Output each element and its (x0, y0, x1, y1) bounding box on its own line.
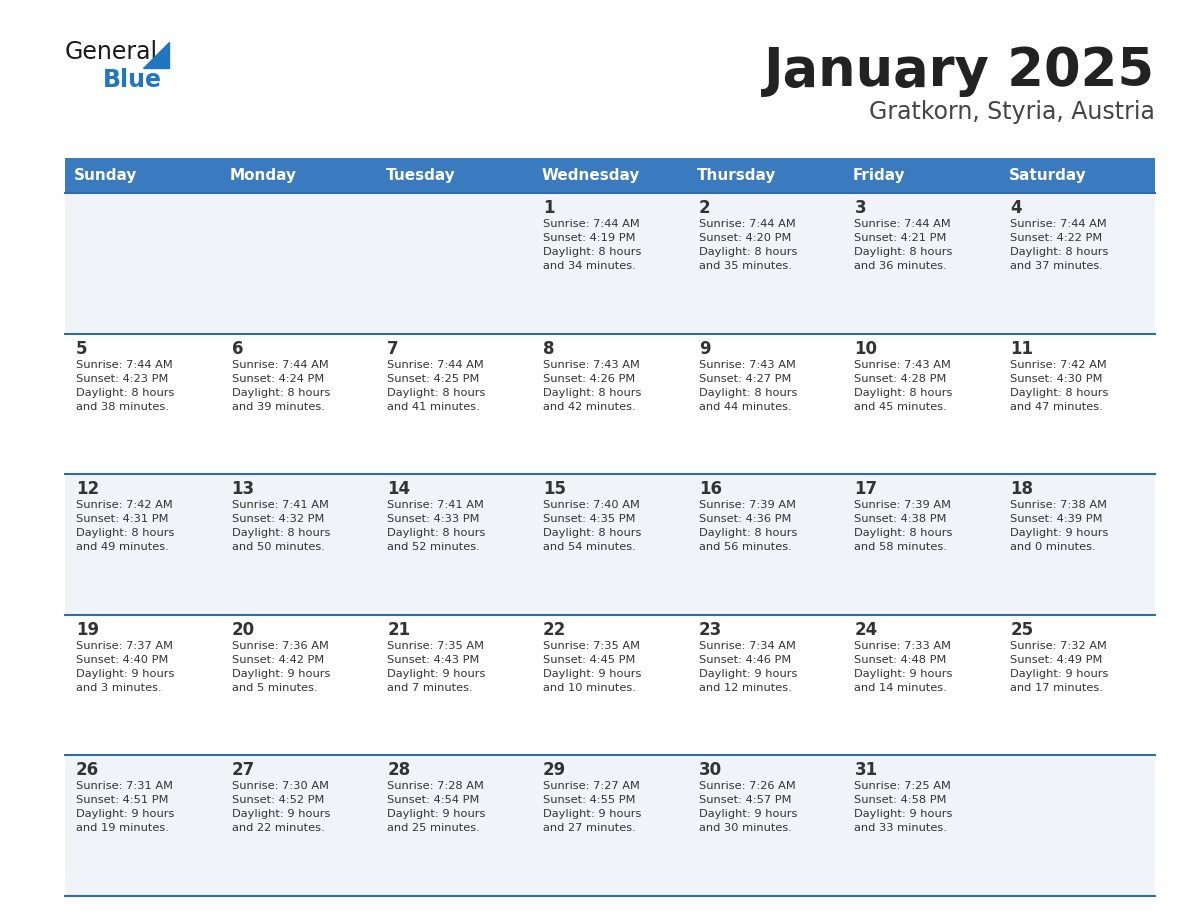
Text: 15: 15 (543, 480, 565, 498)
Text: 4: 4 (1010, 199, 1022, 217)
Text: 10: 10 (854, 340, 878, 358)
FancyBboxPatch shape (688, 158, 843, 193)
Text: Sunrise: 7:42 AM
Sunset: 4:30 PM
Daylight: 8 hours
and 47 minutes.: Sunrise: 7:42 AM Sunset: 4:30 PM Dayligh… (1010, 360, 1108, 411)
Text: Sunrise: 7:35 AM
Sunset: 4:45 PM
Daylight: 9 hours
and 10 minutes.: Sunrise: 7:35 AM Sunset: 4:45 PM Dayligh… (543, 641, 642, 693)
Text: 25: 25 (1010, 621, 1034, 639)
Text: 21: 21 (387, 621, 410, 639)
Text: Sunrise: 7:41 AM
Sunset: 4:32 PM
Daylight: 8 hours
and 50 minutes.: Sunrise: 7:41 AM Sunset: 4:32 PM Dayligh… (232, 500, 330, 553)
Text: Sunrise: 7:44 AM
Sunset: 4:25 PM
Daylight: 8 hours
and 41 minutes.: Sunrise: 7:44 AM Sunset: 4:25 PM Dayligh… (387, 360, 486, 411)
Text: Sunrise: 7:39 AM
Sunset: 4:38 PM
Daylight: 8 hours
and 58 minutes.: Sunrise: 7:39 AM Sunset: 4:38 PM Dayligh… (854, 500, 953, 553)
Text: 31: 31 (854, 761, 878, 779)
Text: 28: 28 (387, 761, 410, 779)
Text: Sunrise: 7:37 AM
Sunset: 4:40 PM
Daylight: 9 hours
and 3 minutes.: Sunrise: 7:37 AM Sunset: 4:40 PM Dayligh… (76, 641, 175, 693)
Text: Friday: Friday (853, 168, 905, 183)
Text: 20: 20 (232, 621, 254, 639)
Text: 17: 17 (854, 480, 878, 498)
FancyBboxPatch shape (65, 193, 1155, 333)
Text: 22: 22 (543, 621, 567, 639)
Text: Sunrise: 7:44 AM
Sunset: 4:24 PM
Daylight: 8 hours
and 39 minutes.: Sunrise: 7:44 AM Sunset: 4:24 PM Dayligh… (232, 360, 330, 411)
Text: Sunrise: 7:36 AM
Sunset: 4:42 PM
Daylight: 9 hours
and 5 minutes.: Sunrise: 7:36 AM Sunset: 4:42 PM Dayligh… (232, 641, 330, 693)
Text: 3: 3 (854, 199, 866, 217)
Text: Gratkorn, Styria, Austria: Gratkorn, Styria, Austria (870, 100, 1155, 124)
Text: Sunrise: 7:44 AM
Sunset: 4:23 PM
Daylight: 8 hours
and 38 minutes.: Sunrise: 7:44 AM Sunset: 4:23 PM Dayligh… (76, 360, 175, 411)
Text: 16: 16 (699, 480, 722, 498)
Text: Thursday: Thursday (697, 168, 777, 183)
Text: 30: 30 (699, 761, 722, 779)
Text: 13: 13 (232, 480, 254, 498)
Text: Saturday: Saturday (1009, 168, 1086, 183)
Text: 7: 7 (387, 340, 399, 358)
Text: 27: 27 (232, 761, 255, 779)
Text: Sunrise: 7:40 AM
Sunset: 4:35 PM
Daylight: 8 hours
and 54 minutes.: Sunrise: 7:40 AM Sunset: 4:35 PM Dayligh… (543, 500, 642, 553)
Text: Sunrise: 7:42 AM
Sunset: 4:31 PM
Daylight: 8 hours
and 49 minutes.: Sunrise: 7:42 AM Sunset: 4:31 PM Dayligh… (76, 500, 175, 553)
Text: Sunrise: 7:25 AM
Sunset: 4:58 PM
Daylight: 9 hours
and 33 minutes.: Sunrise: 7:25 AM Sunset: 4:58 PM Dayligh… (854, 781, 953, 834)
Text: Sunrise: 7:34 AM
Sunset: 4:46 PM
Daylight: 9 hours
and 12 minutes.: Sunrise: 7:34 AM Sunset: 4:46 PM Dayligh… (699, 641, 797, 693)
Text: 26: 26 (76, 761, 99, 779)
Text: Sunrise: 7:27 AM
Sunset: 4:55 PM
Daylight: 9 hours
and 27 minutes.: Sunrise: 7:27 AM Sunset: 4:55 PM Dayligh… (543, 781, 642, 834)
Text: Sunrise: 7:44 AM
Sunset: 4:19 PM
Daylight: 8 hours
and 34 minutes.: Sunrise: 7:44 AM Sunset: 4:19 PM Dayligh… (543, 219, 642, 271)
Text: Sunday: Sunday (75, 168, 138, 183)
Text: Sunrise: 7:30 AM
Sunset: 4:52 PM
Daylight: 9 hours
and 22 minutes.: Sunrise: 7:30 AM Sunset: 4:52 PM Dayligh… (232, 781, 330, 834)
Text: Sunrise: 7:33 AM
Sunset: 4:48 PM
Daylight: 9 hours
and 14 minutes.: Sunrise: 7:33 AM Sunset: 4:48 PM Dayligh… (854, 641, 953, 693)
Text: Sunrise: 7:44 AM
Sunset: 4:21 PM
Daylight: 8 hours
and 36 minutes.: Sunrise: 7:44 AM Sunset: 4:21 PM Dayligh… (854, 219, 953, 271)
Text: 6: 6 (232, 340, 244, 358)
Text: 1: 1 (543, 199, 555, 217)
FancyBboxPatch shape (532, 158, 688, 193)
FancyBboxPatch shape (65, 475, 1155, 615)
Text: Sunrise: 7:38 AM
Sunset: 4:39 PM
Daylight: 9 hours
and 0 minutes.: Sunrise: 7:38 AM Sunset: 4:39 PM Dayligh… (1010, 500, 1108, 553)
Text: Wednesday: Wednesday (542, 168, 640, 183)
FancyBboxPatch shape (65, 756, 1155, 896)
Text: Blue: Blue (103, 68, 162, 92)
Text: 9: 9 (699, 340, 710, 358)
Text: Sunrise: 7:41 AM
Sunset: 4:33 PM
Daylight: 8 hours
and 52 minutes.: Sunrise: 7:41 AM Sunset: 4:33 PM Dayligh… (387, 500, 486, 553)
FancyBboxPatch shape (843, 158, 999, 193)
Text: 23: 23 (699, 621, 722, 639)
FancyBboxPatch shape (377, 158, 532, 193)
FancyBboxPatch shape (65, 333, 1155, 475)
Text: Sunrise: 7:28 AM
Sunset: 4:54 PM
Daylight: 9 hours
and 25 minutes.: Sunrise: 7:28 AM Sunset: 4:54 PM Dayligh… (387, 781, 486, 834)
Text: 12: 12 (76, 480, 99, 498)
Polygon shape (143, 42, 169, 68)
Text: 8: 8 (543, 340, 555, 358)
Text: Sunrise: 7:39 AM
Sunset: 4:36 PM
Daylight: 8 hours
and 56 minutes.: Sunrise: 7:39 AM Sunset: 4:36 PM Dayligh… (699, 500, 797, 553)
Text: 29: 29 (543, 761, 567, 779)
Text: 14: 14 (387, 480, 410, 498)
FancyBboxPatch shape (65, 615, 1155, 756)
Text: Sunrise: 7:44 AM
Sunset: 4:22 PM
Daylight: 8 hours
and 37 minutes.: Sunrise: 7:44 AM Sunset: 4:22 PM Dayligh… (1010, 219, 1108, 271)
Text: Sunrise: 7:43 AM
Sunset: 4:28 PM
Daylight: 8 hours
and 45 minutes.: Sunrise: 7:43 AM Sunset: 4:28 PM Dayligh… (854, 360, 953, 411)
Text: Sunrise: 7:32 AM
Sunset: 4:49 PM
Daylight: 9 hours
and 17 minutes.: Sunrise: 7:32 AM Sunset: 4:49 PM Dayligh… (1010, 641, 1108, 693)
FancyBboxPatch shape (221, 158, 377, 193)
Text: 2: 2 (699, 199, 710, 217)
FancyBboxPatch shape (65, 158, 221, 193)
Text: Monday: Monday (230, 168, 297, 183)
Text: Sunrise: 7:43 AM
Sunset: 4:27 PM
Daylight: 8 hours
and 44 minutes.: Sunrise: 7:43 AM Sunset: 4:27 PM Dayligh… (699, 360, 797, 411)
Text: Sunrise: 7:26 AM
Sunset: 4:57 PM
Daylight: 9 hours
and 30 minutes.: Sunrise: 7:26 AM Sunset: 4:57 PM Dayligh… (699, 781, 797, 834)
Text: Sunrise: 7:31 AM
Sunset: 4:51 PM
Daylight: 9 hours
and 19 minutes.: Sunrise: 7:31 AM Sunset: 4:51 PM Dayligh… (76, 781, 175, 834)
Text: Sunrise: 7:44 AM
Sunset: 4:20 PM
Daylight: 8 hours
and 35 minutes.: Sunrise: 7:44 AM Sunset: 4:20 PM Dayligh… (699, 219, 797, 271)
Text: General: General (65, 40, 158, 64)
Text: 18: 18 (1010, 480, 1034, 498)
Text: Sunrise: 7:35 AM
Sunset: 4:43 PM
Daylight: 9 hours
and 7 minutes.: Sunrise: 7:35 AM Sunset: 4:43 PM Dayligh… (387, 641, 486, 693)
Text: 24: 24 (854, 621, 878, 639)
Text: Tuesday: Tuesday (386, 168, 455, 183)
Text: 19: 19 (76, 621, 99, 639)
Text: 5: 5 (76, 340, 88, 358)
Text: January 2025: January 2025 (764, 45, 1155, 97)
Text: Sunrise: 7:43 AM
Sunset: 4:26 PM
Daylight: 8 hours
and 42 minutes.: Sunrise: 7:43 AM Sunset: 4:26 PM Dayligh… (543, 360, 642, 411)
FancyBboxPatch shape (999, 158, 1155, 193)
Text: 11: 11 (1010, 340, 1034, 358)
